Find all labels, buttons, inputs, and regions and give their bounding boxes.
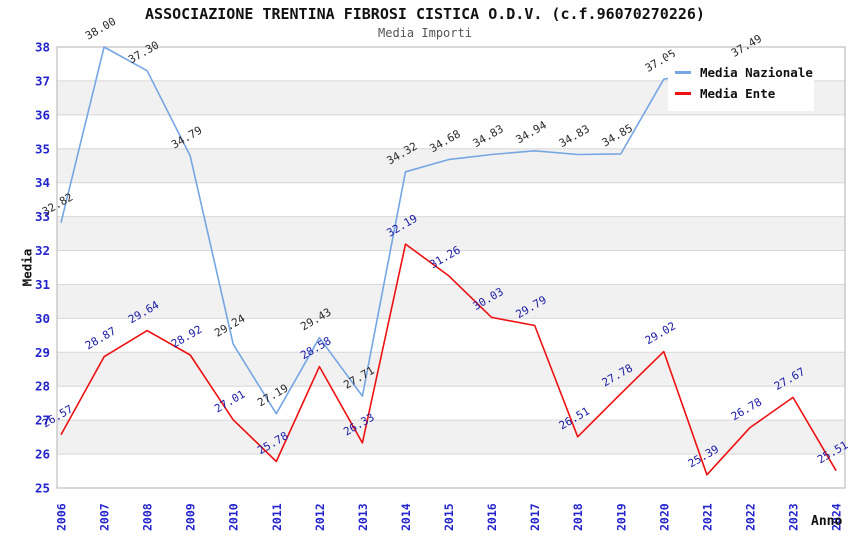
y-tick-label: 30 — [35, 311, 50, 326]
x-tick-label: 2015 — [442, 503, 456, 531]
x-tick-label: 2017 — [528, 503, 542, 531]
legend-item-media-ente: Media Ente — [675, 86, 808, 101]
y-axis-title: Media — [19, 248, 35, 287]
legend-label-media-ente: Media Ente — [700, 86, 776, 101]
y-tick-label: 26 — [35, 447, 50, 462]
x-tick-label: 2007 — [98, 503, 112, 531]
y-tick-label: 34 — [35, 175, 50, 190]
x-tick-label: 2021 — [700, 503, 714, 531]
media-nazionale-line-swatch — [675, 71, 691, 74]
y-tick-label: 31 — [35, 277, 50, 292]
x-tick-label: 2011 — [270, 503, 284, 531]
legend: Media Nazionale Media Ente — [668, 57, 814, 111]
x-axis-title: Anno — [811, 514, 843, 529]
x-tick-label: 2012 — [313, 503, 327, 531]
x-tick-label: 2014 — [399, 503, 413, 531]
x-tick-label: 2022 — [743, 503, 757, 531]
legend-label-media-nazionale: Media Nazionale — [700, 65, 813, 80]
y-tick-label: 38 — [35, 40, 50, 55]
x-tick-label: 2016 — [485, 503, 499, 531]
x-tick-label: 2019 — [614, 503, 628, 531]
x-tick-label: 2010 — [227, 503, 241, 531]
y-tick-label: 27 — [35, 413, 50, 428]
x-axis-ticks: 2006 2007 2008 2009 2010 2011 2012 2013 2014 2015… — [55, 503, 844, 531]
y-axis-ticks: 25 26 27 28 29 30 31 32 33 34 35 36 37 38 — [35, 40, 50, 496]
series-line — [60, 243, 837, 476]
x-tick-label: 2023 — [787, 503, 801, 531]
y-tick-label: 29 — [35, 345, 50, 360]
y-tick-label: 33 — [35, 209, 50, 224]
y-tick-label: 35 — [35, 141, 50, 156]
chart-title: ASSOCIAZIONE TRENTINA FIBROSI CISTICA O.… — [145, 5, 705, 23]
x-tick-label: 2020 — [657, 503, 671, 531]
plot-border — [56, 46, 846, 489]
y-tick-label: 37 — [35, 73, 50, 88]
plot-bands — [57, 47, 845, 488]
y-tick-label: 36 — [35, 107, 50, 122]
legend-item-media-nazionale: Media Nazionale — [675, 65, 813, 80]
y-tick-label: 28 — [35, 379, 50, 394]
x-tick-label: 2024 — [830, 503, 844, 531]
x-tick-label: 2009 — [184, 503, 198, 531]
chart-subtitle: Media Importi — [378, 26, 472, 40]
y-tick-label: 32 — [35, 243, 50, 258]
x-tick-label: 2018 — [571, 503, 585, 531]
media-ente-line-swatch — [675, 92, 691, 95]
x-tick-label: 2008 — [141, 503, 155, 531]
x-tick-label: 2006 — [55, 503, 69, 531]
y-tick-label: 25 — [35, 481, 50, 496]
x-tick-label: 2013 — [356, 503, 370, 531]
series-line — [60, 46, 751, 415]
